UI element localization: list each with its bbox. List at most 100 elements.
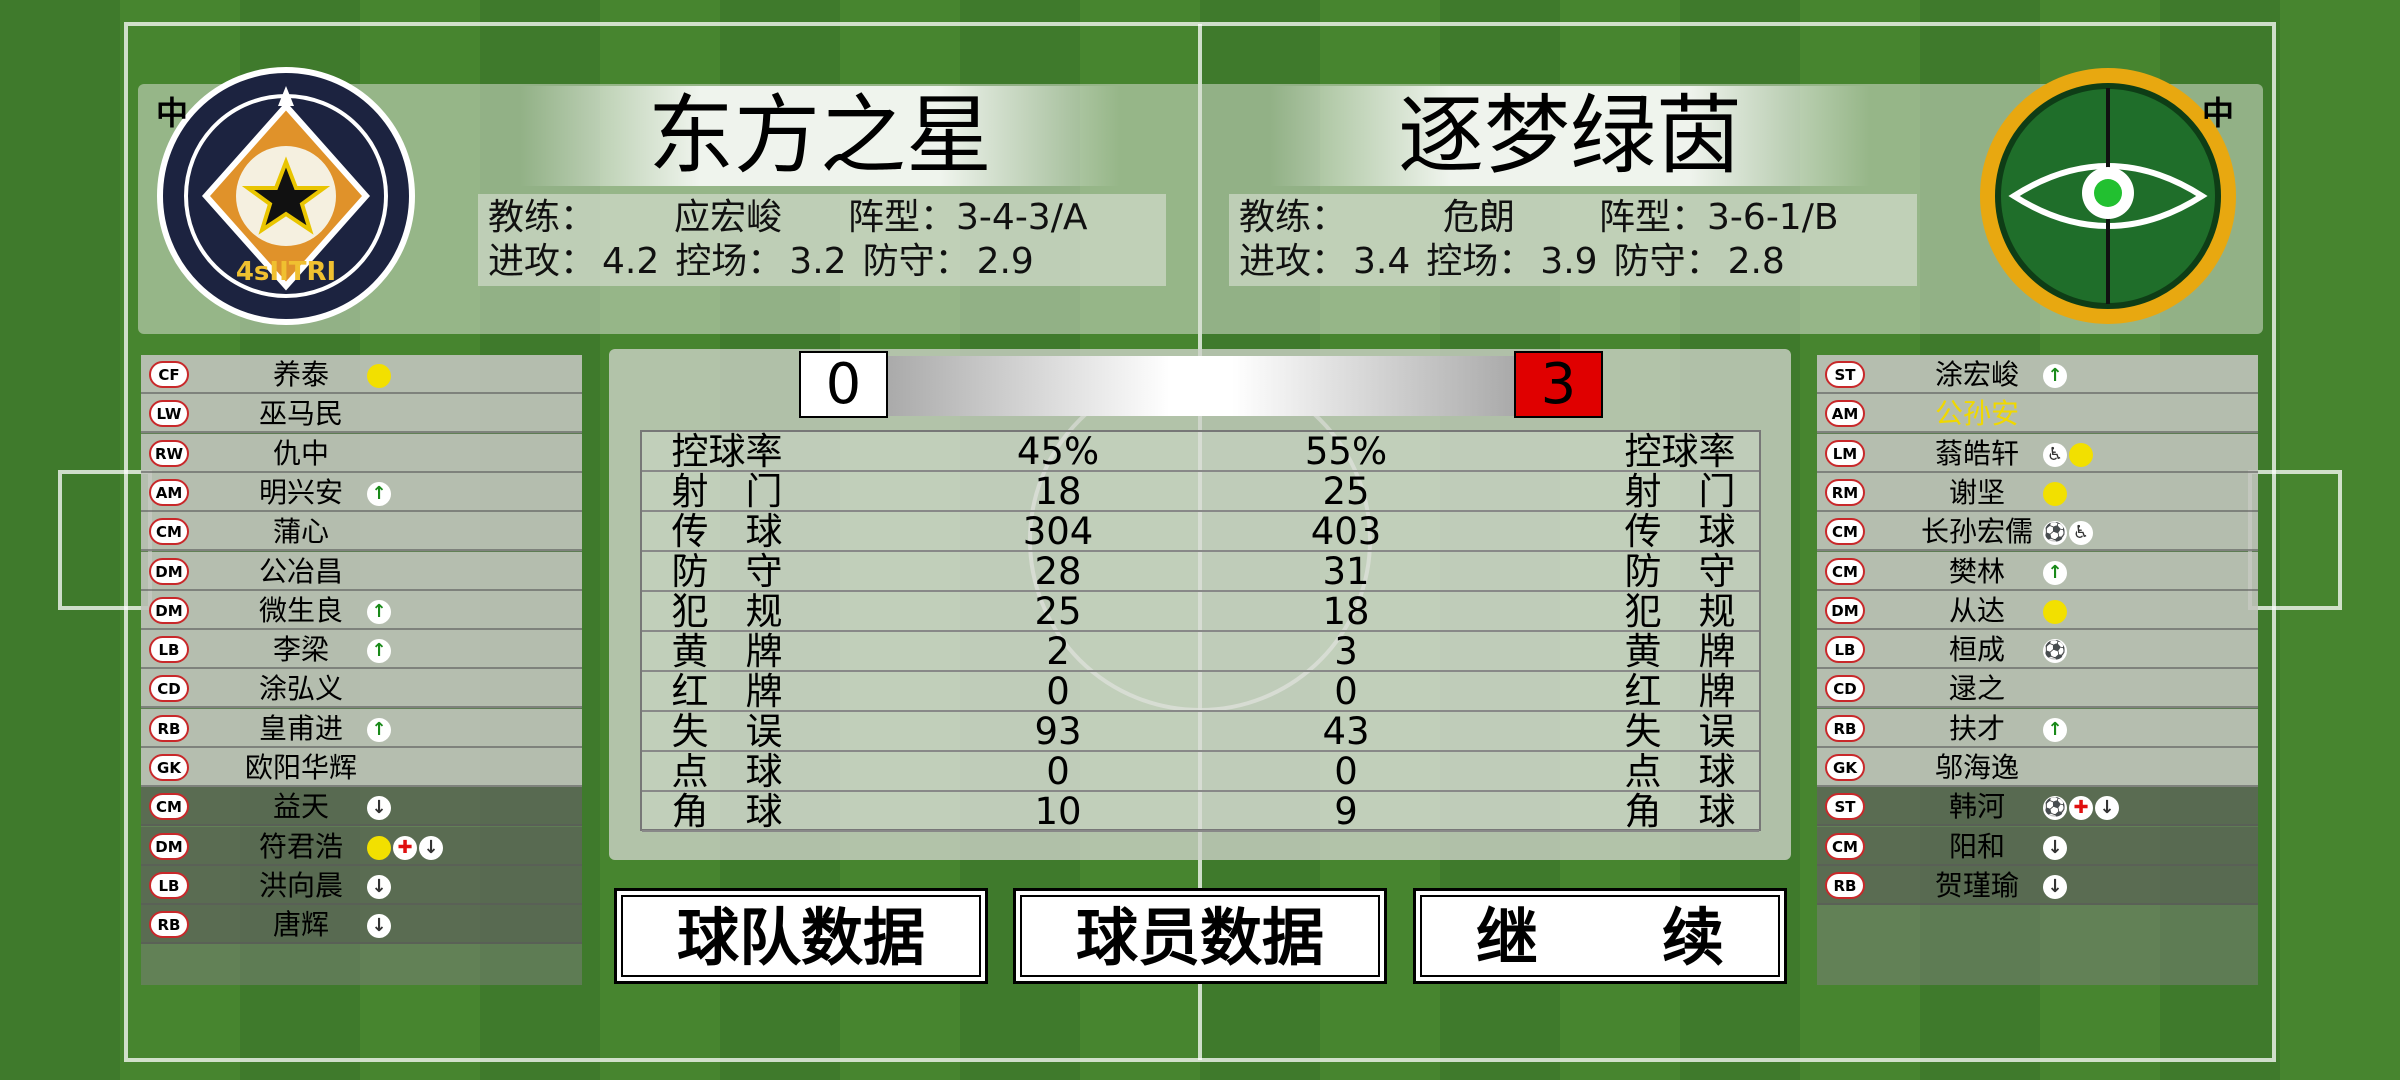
position-badge: CF bbox=[149, 361, 189, 388]
sub-in: ↑ bbox=[367, 639, 391, 664]
player-row: RM 谢坚 bbox=[1817, 472, 2258, 512]
yellow-card bbox=[367, 835, 391, 860]
score-bar bbox=[888, 356, 1514, 416]
stat-label: 射 门 bbox=[1624, 470, 1736, 513]
stats-table: 控球率 45% 55% 控球率射 门 18 25 射 门传 球 304 403 传 球防 守 28 3… bbox=[640, 430, 1761, 832]
home-stat: 45% bbox=[1016, 430, 1100, 473]
player-name: 益天 bbox=[272, 790, 329, 824]
stat-row: 角 球 10 9 角 球 bbox=[642, 792, 1759, 832]
attack-rating: 3.4 bbox=[1353, 241, 1411, 282]
control-rating: 3.9 bbox=[1540, 241, 1598, 282]
away-stat: 43 bbox=[1322, 710, 1370, 753]
formation: 3-4-3/A bbox=[956, 197, 1088, 238]
stat-label: 防 守 bbox=[671, 550, 783, 593]
team-info: 教练： 危朗 阵型：3-6-1/B 进攻： 3.4 控场： 3.9 防守： 2.8 bbox=[1229, 194, 1917, 286]
sub-out: ↓ bbox=[419, 835, 443, 860]
player-row: CM 蒲心 bbox=[141, 512, 582, 552]
goal: ⚽ bbox=[2043, 796, 2067, 821]
player-name: 长孙宏儒 bbox=[1920, 515, 2033, 549]
player-name: 樊林 bbox=[1948, 554, 2005, 588]
player-name: 欧阳华辉 bbox=[244, 751, 357, 784]
coach-name: 危朗 bbox=[1442, 197, 1515, 238]
position-badge: AM bbox=[1825, 400, 1865, 428]
player-row: RB 贺瑾瑜 ↓ bbox=[1817, 865, 2258, 905]
stat-label: 防 守 bbox=[1624, 550, 1736, 593]
home-stat: 18 bbox=[1034, 470, 1082, 513]
player-name: 桓成 bbox=[1948, 633, 2005, 667]
position-badge: DM bbox=[1825, 596, 1865, 624]
player-row: CM 长孙宏儒 ⚽ ♿ bbox=[1817, 512, 2258, 552]
menu-button[interactable]: 球队数据 bbox=[614, 888, 988, 984]
player-row: CM 益天 ↓ bbox=[141, 787, 582, 827]
player-row: AM 公孙安 bbox=[1817, 394, 2258, 434]
player-row: CD 逯之 bbox=[1817, 669, 2258, 709]
position-badge: AM bbox=[149, 478, 189, 506]
coach-name: 应宏峻 bbox=[673, 197, 782, 238]
formation: 3-6-1/B bbox=[1707, 197, 1839, 238]
player-row: DM 公冶昌 bbox=[141, 551, 582, 591]
home-stat: 10 bbox=[1034, 790, 1082, 833]
stat-label: 控球率 bbox=[671, 430, 783, 473]
player-row: RW 仇中 bbox=[141, 433, 582, 473]
away-stat: 0 bbox=[1334, 750, 1358, 793]
stat-label: 黄 牌 bbox=[671, 630, 783, 673]
player-row: ST 涂宏峻 ↑ bbox=[1817, 355, 2258, 394]
player-name: 贺瑾瑜 bbox=[1934, 868, 2019, 902]
attack-label: 进攻： bbox=[488, 241, 597, 282]
player-name: 邬海逸 bbox=[1934, 751, 2019, 784]
sub-in: ↑ bbox=[2043, 560, 2067, 585]
away-stat: 18 bbox=[1322, 590, 1370, 633]
away-stat: 31 bbox=[1322, 550, 1370, 593]
position-badge: LB bbox=[1825, 636, 1865, 664]
stat-row: 控球率 45% 55% 控球率 bbox=[642, 432, 1759, 472]
position-badge: CM bbox=[149, 793, 189, 821]
position-badge: RM bbox=[1825, 478, 1865, 506]
player-name: 蓊皓轩 bbox=[1934, 436, 2019, 470]
home-score: 0 bbox=[799, 351, 888, 418]
stat-label: 射 门 bbox=[671, 470, 783, 513]
team-name: 东方之星 bbox=[520, 86, 1120, 186]
player-name: 皇甫进 bbox=[258, 711, 343, 745]
position-badge: CD bbox=[1825, 675, 1865, 703]
player-name: 养泰 bbox=[272, 358, 329, 391]
player-name: 阳和 bbox=[1948, 829, 2005, 863]
position-badge: CM bbox=[149, 518, 189, 546]
away-stat: 9 bbox=[1334, 790, 1358, 833]
position-badge: CD bbox=[149, 675, 189, 703]
position-badge: ST bbox=[1825, 361, 1865, 388]
stat-label: 失 误 bbox=[1624, 710, 1736, 753]
player-panel: ST 涂宏峻 ↑ AM 公孙安 LM 蓊皓轩 ♿ RM 谢坚 CM 长孙宏儒 ⚽ ♿ CM 樊林 ↑ DM 从达 LB… bbox=[1817, 355, 2258, 985]
away-stat: 0 bbox=[1334, 670, 1358, 713]
stat-row: 黄 牌 2 3 黄 牌 bbox=[642, 632, 1759, 672]
player-name: 微生良 bbox=[258, 593, 343, 627]
player-row: AM 明兴安 ↑ bbox=[141, 472, 582, 512]
player-name: 唐辉 bbox=[272, 908, 329, 942]
coach-label: 教练： bbox=[1239, 197, 1348, 238]
position-badge: LB bbox=[149, 636, 189, 664]
home-stat: 93 bbox=[1034, 710, 1082, 753]
control-label: 控场： bbox=[1426, 241, 1535, 282]
menu-button[interactable]: 继 续 bbox=[1413, 888, 1787, 984]
stat-row: 点 球 0 0 点 球 bbox=[642, 752, 1759, 792]
attack-rating: 4.2 bbox=[602, 241, 660, 282]
player-name: 巫马民 bbox=[258, 397, 343, 431]
position-badge: LB bbox=[149, 871, 189, 899]
position-badge: CM bbox=[1825, 518, 1865, 546]
formation-label: 阵型： bbox=[848, 197, 957, 238]
sub-out: ↓ bbox=[2043, 835, 2067, 860]
player-row: LB 洪向晨 ↓ bbox=[141, 865, 582, 905]
sub-in: ↑ bbox=[367, 481, 391, 506]
menu-button[interactable]: 球员数据 bbox=[1013, 888, 1387, 984]
defense-label: 防守： bbox=[1613, 241, 1722, 282]
player-row: GK 邬海逸 bbox=[1817, 748, 2258, 787]
home-stat: 28 bbox=[1034, 550, 1082, 593]
player-name: 公孙安 bbox=[1934, 397, 2019, 431]
position-badge: ST bbox=[1825, 793, 1865, 821]
player-row: CM 樊林 ↑ bbox=[1817, 551, 2258, 591]
player-row: DM 从达 bbox=[1817, 590, 2258, 630]
red-cross: ✚ bbox=[2069, 796, 2093, 821]
sub-out: ↓ bbox=[2043, 874, 2067, 899]
player-row: RB 扶才 ↑ bbox=[1817, 708, 2258, 748]
sub-out: ↓ bbox=[2095, 796, 2119, 821]
position-badge: DM bbox=[149, 557, 189, 585]
